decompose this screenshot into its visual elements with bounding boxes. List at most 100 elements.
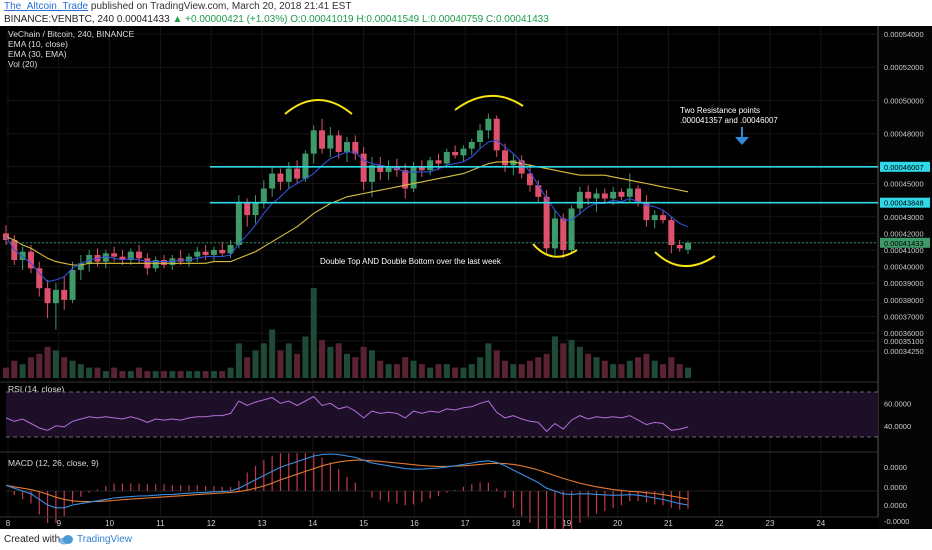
price-axis [878, 26, 932, 529]
x-tick-label: 11 [156, 519, 165, 528]
x-tick-label: 17 [461, 519, 470, 528]
rsi-label: RSI (14, close) [8, 384, 64, 394]
x-tick-label: 10 [105, 519, 114, 528]
arrow-down-icon [735, 127, 749, 145]
volume-bar [443, 364, 450, 378]
candle-body [219, 250, 226, 254]
macd-tick-label: -0.0000 [884, 517, 909, 526]
volume-bar [576, 346, 583, 378]
chart-header: The_Altcoin_Trade published on TradingVi… [0, 0, 932, 26]
volume-bar [601, 360, 608, 378]
candle-body [227, 245, 234, 254]
volume-bar [202, 371, 209, 378]
candle-body [210, 250, 217, 255]
volume-bar [352, 357, 359, 378]
volume-bar [310, 288, 317, 378]
volume-bar [136, 367, 143, 378]
double-top-arc-1 [284, 99, 353, 115]
change-up-icon: ▲ [172, 14, 183, 25]
author-link[interactable]: The_Altcoin_Trade [4, 1, 89, 12]
price-tick-label: 0.00036000 [884, 329, 924, 338]
candle-body [352, 142, 359, 154]
candle-body [385, 166, 392, 172]
candle-body [319, 130, 326, 149]
candles [3, 113, 691, 330]
candle-body [585, 191, 592, 199]
symbol-label: BINANCE:VENBTC, 240 [4, 14, 115, 25]
ohlc-values: O:0.00041019 H:0.00041549 L:0.00040759 C… [290, 14, 549, 25]
volume-bar [502, 360, 509, 378]
price-tick-label: 0.00041000 [884, 246, 924, 255]
candle-body [551, 218, 558, 249]
candle-body [61, 289, 68, 300]
macd-tick-label: 0.0000 [884, 483, 907, 492]
candle-body [52, 289, 59, 304]
candle-body [618, 191, 625, 197]
tradingview-brand[interactable]: TradingView [58, 531, 132, 547]
candle-body [127, 251, 134, 260]
macd-tick-label: 0.0000 [884, 463, 907, 472]
price-tag-bg [880, 197, 930, 208]
volume-bar [77, 364, 84, 378]
price-tick-label: 0.00034250 [884, 347, 924, 356]
candle-body [260, 188, 267, 202]
candle-body [460, 148, 467, 156]
candle-body [161, 259, 168, 265]
candle-body [593, 193, 600, 199]
change-text: +0.00000421 (+1.03%) [185, 14, 288, 25]
ohlc-line: BINANCE:VENBTC, 240 0.00041433 ▲ +0.0000… [4, 13, 549, 26]
resistance-note-line1: Two Resistance points [680, 106, 760, 115]
candle-body [194, 251, 201, 257]
ema-lines [5, 139, 689, 283]
volume-bar [685, 367, 691, 378]
price-tick-label: 0.00050000 [884, 96, 924, 105]
candle-body [568, 208, 575, 250]
volume-bar [219, 371, 226, 378]
candle-body [676, 245, 683, 249]
candle-body [668, 220, 675, 246]
price-tick-label: 0.00045000 [884, 180, 924, 189]
volume-bar [526, 360, 533, 378]
volume-bar [435, 364, 442, 378]
volume-bar [551, 336, 558, 378]
volume-bar [111, 367, 118, 378]
x-tick-label: 13 [258, 519, 267, 528]
candle-body [535, 185, 542, 197]
volume-bar [169, 371, 176, 378]
candle-body [202, 251, 209, 255]
price-tick-label: 0.00052000 [884, 63, 924, 72]
axis-ticks: 8 9 10 11 12 13 14 15 16 17 18 19 20 21 22 23 24 0.000540… [6, 30, 930, 528]
volume-bar [86, 367, 93, 378]
volume-bar [177, 371, 184, 378]
volume-bar [368, 350, 375, 378]
candle-body [185, 256, 192, 262]
ema10-line [5, 139, 689, 283]
pattern-note: Double Top AND Double Bottom over the la… [320, 257, 502, 266]
candle-body [111, 253, 118, 257]
candle-body [235, 201, 242, 246]
volume-bar [393, 364, 400, 378]
volume-bar [660, 364, 667, 378]
volume-bar [418, 364, 425, 378]
candle-body [685, 242, 691, 250]
volume-bar [319, 339, 326, 378]
volume-bar [252, 350, 259, 378]
candle-body [651, 215, 658, 221]
candle-body [402, 170, 409, 189]
volume-bar [327, 346, 334, 378]
candle-body [294, 168, 301, 179]
volume-bar [127, 371, 134, 378]
volume-bar [277, 350, 284, 378]
legend-ema30: EMA (30, EMA) [8, 49, 67, 59]
volume-bar [161, 371, 168, 378]
volume-bar [568, 339, 575, 378]
candle-body [410, 166, 417, 189]
volume-bar [676, 364, 683, 378]
price-tag-bg [880, 237, 930, 248]
volume-bar [518, 364, 525, 378]
trading-chart[interactable]: 8 9 10 11 12 13 14 15 16 17 18 19 20 21 22 23 24 0.000540… [0, 26, 932, 529]
volume-bar [302, 336, 309, 378]
candle-body [102, 253, 109, 262]
created-with-text: Created with [4, 534, 61, 545]
price-tag-bg [880, 161, 930, 172]
